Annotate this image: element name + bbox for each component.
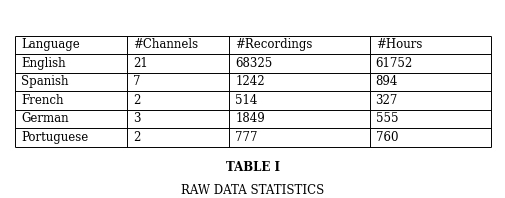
Text: French: French [21,94,64,107]
Text: English: English [21,57,66,70]
Text: Language: Language [21,38,80,51]
Text: 1849: 1849 [235,112,265,125]
Text: 514: 514 [235,94,257,107]
Text: 777: 777 [235,131,257,144]
Text: 68325: 68325 [235,57,272,70]
Text: TABLE I: TABLE I [226,161,279,174]
Text: 555: 555 [375,112,397,125]
Text: #Channels: #Channels [133,38,198,51]
Text: 2: 2 [133,131,140,144]
Text: 1242: 1242 [235,75,265,88]
Text: #Recordings: #Recordings [235,38,312,51]
Text: 61752: 61752 [375,57,412,70]
Text: 760: 760 [375,131,397,144]
Text: Portuguese: Portuguese [21,131,88,144]
Text: 3: 3 [133,112,140,125]
Text: 2: 2 [133,94,140,107]
Text: 7: 7 [133,75,140,88]
Text: RAW DATA STATISTICS: RAW DATA STATISTICS [181,184,324,197]
Text: 894: 894 [375,75,397,88]
Text: 327: 327 [375,94,397,107]
Text: German: German [21,112,69,125]
Text: #Hours: #Hours [375,38,421,51]
Text: Spanish: Spanish [21,75,69,88]
Text: 21: 21 [133,57,147,70]
